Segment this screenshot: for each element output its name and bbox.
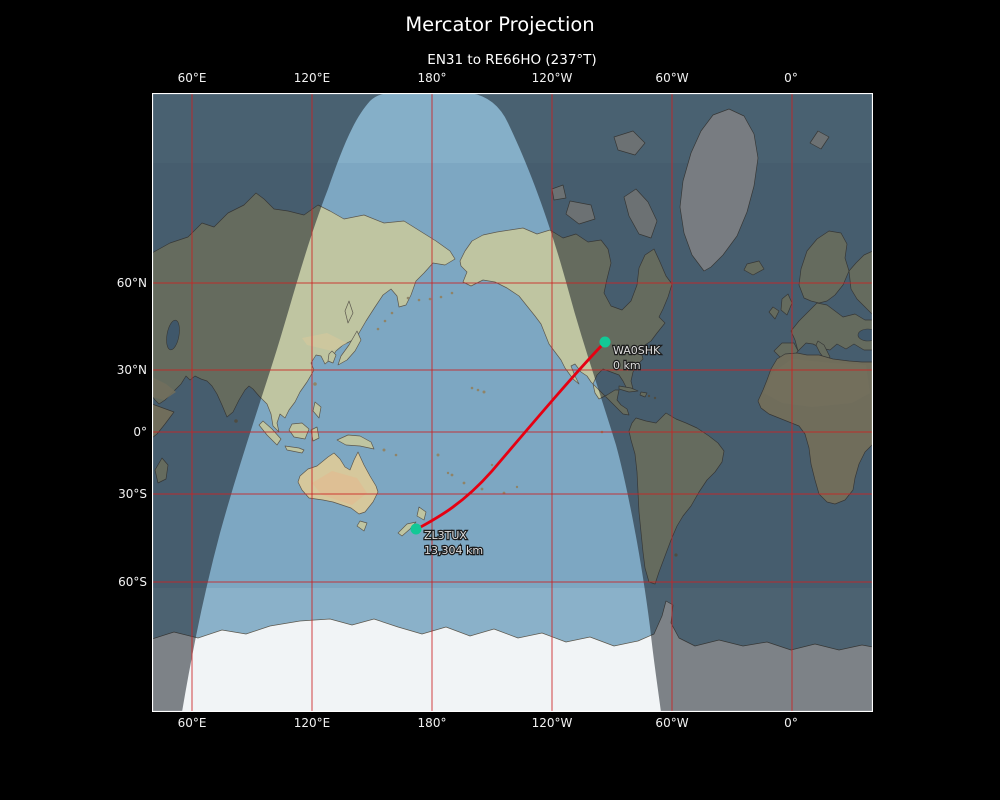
tick-left-30s: 30°S [118,487,147,501]
outback-tint [312,471,367,505]
tick-top-180: 180° [417,71,447,85]
java [284,445,305,454]
tick-bottom-180: 180° [417,716,447,730]
station-distance-zl3tux: 13,304 km [424,544,483,557]
new-guinea [336,434,375,450]
sakhalin [344,300,354,324]
tick-left-0: 0° [133,425,147,439]
station-callsign-wa0shk: WA0SHK [613,344,661,357]
tasmania [356,520,368,532]
tick-left-30n: 30°N [116,363,147,377]
tick-left-60s: 60°S [118,575,147,589]
figure-title: Mercator Projection [405,13,595,36]
tick-top-0: 0° [784,71,798,85]
graticule [152,93,873,712]
tick-bottom-60w: 60°W [655,716,689,730]
station-wa0shk: WA0SHK 0 km [599,336,662,373]
night-terminator-shade [152,93,873,712]
new-zealand-north [416,506,427,521]
japan [337,330,362,366]
station-zl3tux: ZL3TUX 13,304 km [410,523,484,558]
axes-frame [152,93,873,712]
borneo [288,422,310,440]
tick-left-60n: 60°N [116,276,147,290]
great-circle-path [415,340,607,531]
tick-bottom-120w: 120°W [531,716,573,730]
tick-bottom-120e: 120°E [293,716,331,730]
gobi-desert-tint [302,333,347,351]
tick-bottom-60e: 60°E [177,716,207,730]
station-marker-wa0shk [599,336,611,348]
map-plot-area: WA0SHK 0 km ZL3TUX 13,304 km [152,93,873,712]
tick-top-60e: 60°E [177,71,207,85]
tick-top-60w: 60°W [655,71,689,85]
tick-bottom-0: 0° [784,716,798,730]
sumatra [258,420,282,446]
tick-top-120e: 120°E [293,71,331,85]
station-marker-zl3tux [410,523,422,535]
tick-top-120w: 120°W [531,71,573,85]
korea [327,350,337,364]
station-callsign-zl3tux: ZL3TUX [424,529,467,542]
philippines [312,401,322,419]
axes-subtitle: EN31 to RE66HO (237°T) [427,52,597,68]
station-distance-wa0shk: 0 km [613,359,641,372]
